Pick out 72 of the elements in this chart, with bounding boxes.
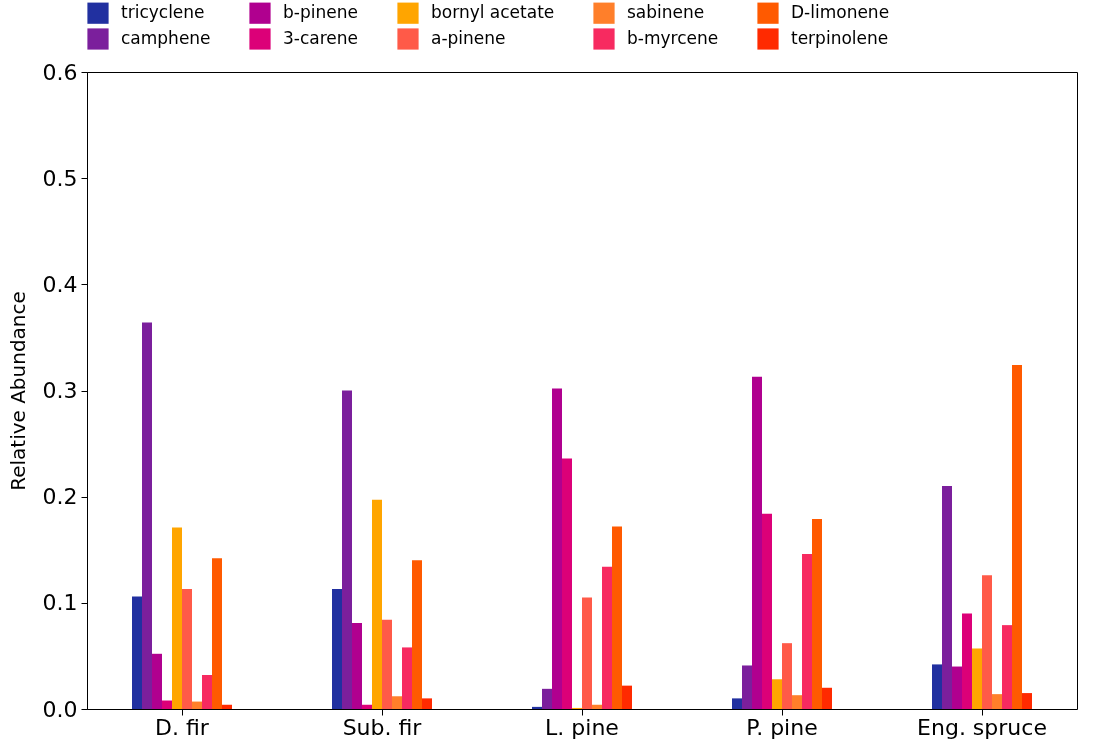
x-tick-label: P. pine — [746, 714, 818, 740]
legend-label: terpinolene — [791, 28, 889, 48]
bar — [592, 704, 602, 709]
legend-label: camphene — [121, 28, 211, 48]
bar — [582, 597, 592, 709]
bar — [402, 647, 412, 709]
bar — [552, 388, 562, 709]
legend-label: D-limonene — [791, 2, 890, 23]
bar — [222, 704, 232, 709]
bar — [182, 589, 192, 709]
bar — [152, 653, 162, 709]
legend-label: bornyl acetate — [431, 2, 555, 23]
bar — [202, 675, 212, 709]
x-tick-label: D. fir — [155, 714, 210, 740]
bar — [982, 575, 992, 709]
y-axis-title: Relative Abundance — [5, 291, 30, 491]
bar — [192, 701, 202, 709]
bar — [812, 518, 822, 709]
bar — [762, 513, 772, 709]
bar — [172, 527, 182, 709]
bar — [142, 322, 152, 709]
bar — [742, 665, 752, 709]
bar — [542, 688, 552, 709]
bar — [412, 560, 422, 709]
legend-label: tricyclene — [121, 2, 205, 23]
bar — [932, 664, 942, 709]
bar — [422, 698, 432, 709]
bar — [1012, 365, 1022, 709]
bar — [612, 526, 622, 709]
bar — [792, 695, 802, 709]
bar — [802, 554, 812, 709]
bar — [822, 687, 832, 709]
bar — [362, 704, 372, 709]
legend-label: sabinene — [627, 2, 705, 23]
x-tick-label: Sub. fir — [342, 714, 423, 740]
bar — [622, 685, 632, 709]
y-tick-label: 0.4 — [42, 271, 78, 297]
bar — [162, 700, 172, 709]
bar — [352, 623, 362, 709]
y-tick-label: 0.3 — [42, 378, 78, 403]
bar — [752, 376, 762, 709]
bar — [972, 648, 982, 709]
bar — [942, 486, 952, 709]
y-tick-label: 0.6 — [42, 59, 78, 85]
bar — [962, 613, 972, 709]
bar — [392, 696, 402, 709]
legend-label: a-pinene — [431, 28, 506, 48]
y-tick-label: 0.5 — [42, 165, 78, 191]
y-tick-label: 0.1 — [42, 590, 78, 616]
bar — [532, 706, 542, 709]
bar — [952, 666, 962, 709]
bar — [212, 558, 222, 709]
legend-label: b-myrcene — [627, 28, 719, 48]
bar — [782, 643, 792, 709]
bar — [562, 458, 572, 709]
bar — [602, 566, 612, 709]
x-tick-label: Eng. spruce — [917, 714, 1047, 740]
legend-label: 3-carene — [283, 28, 359, 48]
bar — [332, 589, 342, 709]
bar — [132, 596, 142, 709]
bar — [772, 679, 782, 709]
y-tick-label: 0.0 — [42, 696, 78, 722]
bar — [1022, 693, 1032, 709]
x-tick-label: L. pine — [545, 714, 619, 740]
y-tick-label: 0.2 — [42, 484, 78, 510]
bar — [732, 698, 742, 709]
bar — [372, 499, 382, 709]
bar — [342, 390, 352, 709]
bar — [992, 694, 1002, 709]
bar — [1002, 625, 1012, 709]
bar — [382, 619, 392, 709]
legend-label: b-pinene — [283, 2, 358, 23]
